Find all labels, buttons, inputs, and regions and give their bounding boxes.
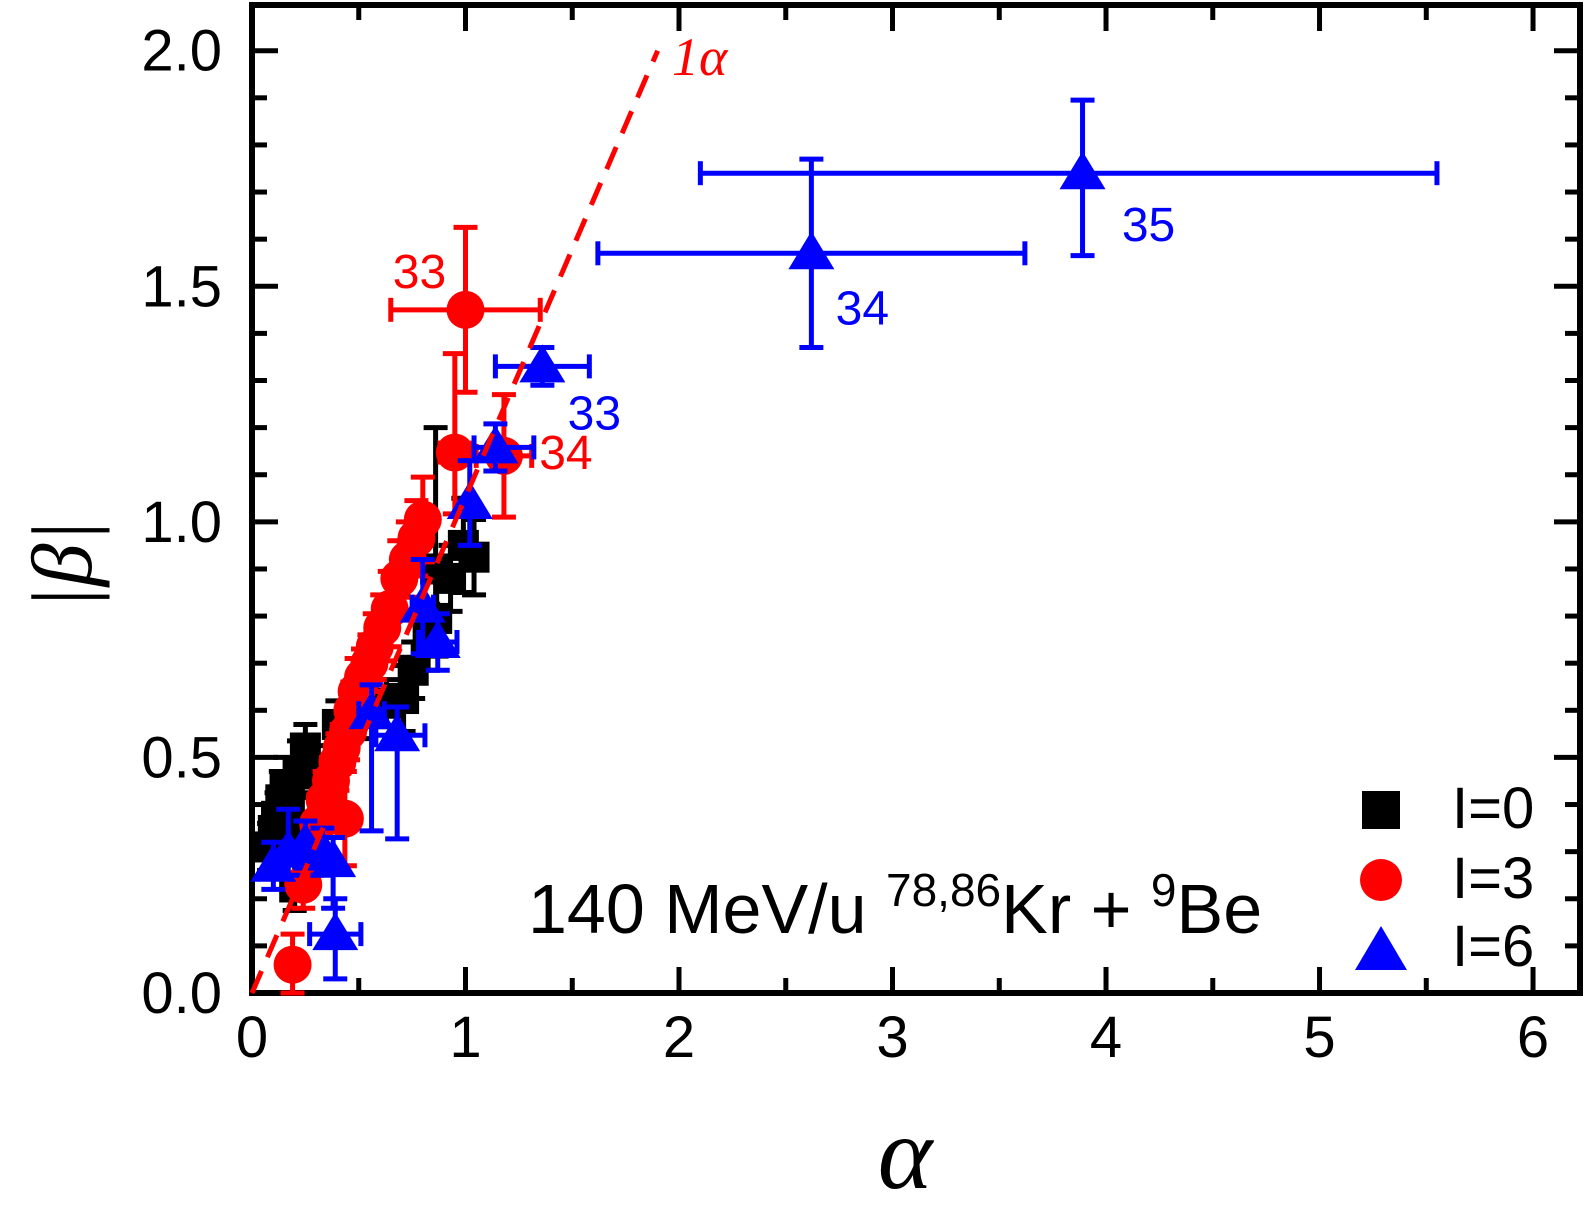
y-tick-label: 0.5 <box>141 725 222 790</box>
data-point-circle <box>370 590 409 629</box>
legend-label: I=0 <box>1452 776 1535 841</box>
data-point-triangle <box>519 344 566 383</box>
mass-number-annotation: 35 <box>1122 199 1175 252</box>
data-point-triangle <box>374 713 421 752</box>
y-tick-label: 1.5 <box>141 254 222 319</box>
title-mass-superscript: 78,86 <box>886 864 1002 916</box>
legend-label: I=3 <box>1452 846 1535 911</box>
data-point-circle <box>273 945 312 984</box>
reference-line-label-1alpha: 1α <box>672 27 728 87</box>
x-tick-label: 1 <box>449 1005 481 1070</box>
title-prefix: 140 MeV/u <box>528 870 886 948</box>
x-tick-label: 6 <box>1517 1005 1549 1070</box>
data-point-circle <box>325 799 364 838</box>
x-tick-label: 5 <box>1303 1005 1335 1070</box>
series-markers <box>250 151 1106 951</box>
data-point-square <box>397 654 429 686</box>
data-point-triangle <box>312 912 359 951</box>
data-point-triangle <box>788 231 835 270</box>
series-I-3 <box>273 224 543 996</box>
x-tick-label: 2 <box>663 1005 695 1070</box>
data-point-triangle <box>348 691 395 730</box>
axes-frame <box>249 2 1583 996</box>
plot-title: 140 MeV/u 78,86Kr + 9Be <box>528 864 1262 952</box>
title-be-mass-superscript: 9 <box>1150 864 1177 916</box>
legend-square-icon <box>1362 791 1400 829</box>
mass-number-annotation: 34 <box>539 427 592 480</box>
legend-circle-icon <box>1360 859 1402 901</box>
data-point-circle <box>446 290 485 329</box>
mass-number-annotation: 33 <box>393 246 446 299</box>
tick-labels: 0 1 2 3 4 5 60.00.51.01.52.0 <box>141 19 1549 1070</box>
x-axis-title-alpha: α <box>877 1096 933 1211</box>
series-markers <box>273 290 523 984</box>
y-tick-label: 0.0 <box>141 961 222 1026</box>
data-point-circle <box>403 500 442 539</box>
mass-number-annotation: 34 <box>836 282 889 335</box>
axis-ticks <box>249 5 1580 996</box>
data-point-triangle <box>399 584 446 623</box>
data-point-triangle <box>1059 151 1106 190</box>
y-tick-label: 1.0 <box>141 490 222 555</box>
y-tick-label: 2.0 <box>141 19 222 84</box>
data-point-triangle <box>414 619 461 658</box>
title-element-kr: Kr + <box>1001 870 1151 948</box>
x-tick-label: 3 <box>876 1005 908 1070</box>
legend-triangle-icon <box>1355 926 1407 970</box>
data-point-triangle <box>310 839 357 878</box>
y-axis-title-beta: |β| <box>14 519 110 611</box>
title-element-be: Be <box>1176 870 1263 948</box>
x-tick-label: 4 <box>1090 1005 1122 1070</box>
mass-number-annotation: 33 <box>568 387 621 440</box>
legend-label: I=6 <box>1452 914 1535 979</box>
series-I-6 <box>250 97 1440 982</box>
reference-line-1alpha <box>249 49 660 994</box>
x-tick-label: 0 <box>236 1005 268 1070</box>
